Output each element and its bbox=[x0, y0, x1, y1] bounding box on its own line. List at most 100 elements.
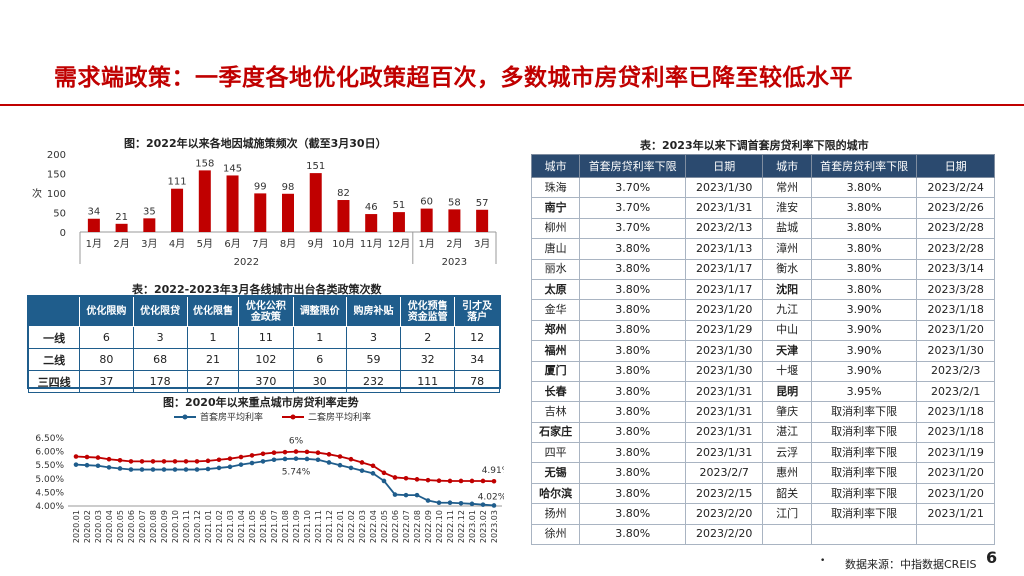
bar-value-label: 151 bbox=[306, 161, 325, 172]
policy-count-cell: 80 bbox=[79, 348, 134, 371]
data-point bbox=[161, 459, 167, 464]
city-cell: 南宁 bbox=[530, 197, 581, 219]
rate-floor-cell: 3.80% bbox=[579, 278, 687, 301]
table-row: 长春 3.80% 2023/1/31 昆明 3.95% 2023/2/1 bbox=[530, 380, 995, 403]
policy-count-cell: 1 bbox=[186, 326, 240, 349]
y-tick-label: 5.00% bbox=[35, 475, 64, 485]
data-point bbox=[315, 457, 321, 463]
y-tick-label: 5.50% bbox=[35, 461, 64, 471]
data-point bbox=[469, 478, 475, 484]
bar bbox=[254, 193, 267, 232]
data-point bbox=[403, 475, 409, 481]
data-point bbox=[271, 450, 277, 455]
x-tick-label: 2020.08 bbox=[149, 510, 158, 543]
policy-count-cell: 111 bbox=[400, 370, 456, 393]
x-tick-label: 2022.08 bbox=[413, 510, 422, 543]
city-cell: 吉林 bbox=[530, 401, 581, 423]
x-tick-label: 4月 bbox=[169, 238, 185, 250]
city-cell: 云浮 bbox=[762, 442, 812, 464]
data-point bbox=[370, 471, 376, 476]
data-point bbox=[337, 454, 343, 459]
policy-count-cell: 27 bbox=[186, 370, 240, 393]
rate-floor-cell: 取消利率下限 bbox=[810, 421, 918, 444]
city-cell: 哈尔滨 bbox=[530, 482, 581, 505]
rate-cut-city-table: 城市 首套房贷利率下限 日期 城市 首套房贷利率下限 日期 珠海 3.70% 2023/1/3… bbox=[530, 154, 995, 546]
x-tick-label: 2020.02 bbox=[83, 510, 92, 543]
date-cell: 2023/1/20 bbox=[916, 462, 995, 484]
city-cell: 福州 bbox=[530, 340, 581, 362]
bar-value-label: 21 bbox=[115, 212, 128, 223]
x-tick-label: 2022.07 bbox=[402, 510, 411, 543]
data-point bbox=[436, 478, 442, 484]
rate-table-header: 城市 bbox=[530, 154, 581, 178]
data-point bbox=[227, 456, 233, 461]
data-point bbox=[172, 459, 178, 464]
data-point bbox=[392, 492, 398, 497]
date-cell: 2023/1/31 bbox=[685, 380, 764, 403]
bar-value-label: 99 bbox=[254, 181, 267, 192]
data-point bbox=[194, 459, 200, 464]
data-point bbox=[326, 460, 332, 465]
rate-floor-cell: 3.80% bbox=[579, 503, 687, 525]
city-cell: 厦门 bbox=[530, 360, 581, 382]
date-cell: 2023/1/17 bbox=[685, 258, 764, 280]
city-cell: 徐州 bbox=[530, 523, 581, 546]
x-tick-label: 2021.04 bbox=[237, 510, 246, 543]
city-cell: 衡水 bbox=[762, 258, 812, 280]
data-point bbox=[304, 456, 310, 462]
city-tier-label: 一线 bbox=[27, 326, 81, 349]
city-cell: 金华 bbox=[530, 299, 581, 321]
rate-floor-cell: 3.80% bbox=[579, 299, 687, 321]
policy-count-cell: 59 bbox=[345, 348, 402, 371]
rate-floor-cell: 3.80% bbox=[579, 482, 687, 505]
policy-count-cell: 37 bbox=[79, 370, 134, 393]
bar bbox=[87, 218, 100, 232]
x-tick-label: 5月 bbox=[197, 238, 213, 250]
rate-floor-cell: 3.90% bbox=[810, 340, 918, 362]
date-cell bbox=[916, 523, 995, 546]
table-row: 三四线 37 178 27 370 30 232 111 78 bbox=[27, 370, 500, 393]
data-point bbox=[293, 456, 299, 461]
policy-count-cell: 68 bbox=[132, 348, 188, 371]
rate-floor-cell: 取消利率下限 bbox=[810, 401, 918, 423]
data-point bbox=[117, 466, 123, 471]
data-point bbox=[216, 465, 222, 471]
policy-count-cell: 6 bbox=[79, 326, 134, 349]
x-tick-label: 2021.06 bbox=[259, 510, 268, 543]
bar-value-label: 158 bbox=[195, 158, 214, 169]
bar bbox=[143, 218, 156, 232]
x-tick-label: 2020.06 bbox=[127, 510, 136, 543]
bar-value-label: 145 bbox=[223, 163, 242, 174]
bar-value-label: 51 bbox=[393, 200, 406, 211]
data-point bbox=[161, 467, 167, 472]
data-point bbox=[282, 456, 288, 462]
x-tick-label: 2021.09 bbox=[292, 510, 301, 543]
data-point bbox=[447, 500, 453, 506]
table-row: 无锡 3.80% 2023/2/7 惠州 取消利率下限 2023/1/20 bbox=[530, 462, 995, 484]
policy-table-header: 优化公积金政策 bbox=[238, 296, 294, 327]
data-point bbox=[216, 457, 222, 463]
table-row: 金华 3.80% 2023/1/20 九江 3.90% 2023/1/18 bbox=[530, 299, 995, 321]
city-cell: 唐山 bbox=[530, 238, 581, 260]
data-point bbox=[282, 449, 288, 455]
x-tick-label: 2023.02 bbox=[479, 510, 488, 543]
bar-value-label: 35 bbox=[143, 206, 156, 217]
policy-count-cell: 178 bbox=[132, 370, 188, 393]
x-tick-label: 2022.11 bbox=[446, 510, 455, 543]
data-point bbox=[348, 465, 354, 471]
bar bbox=[392, 212, 405, 232]
data-point bbox=[150, 467, 156, 472]
x-tick-label: 2021.11 bbox=[314, 510, 323, 543]
rate-floor-cell: 3.80% bbox=[579, 319, 687, 342]
policy-table-title: 表：2022-2023年3月各线城市出台各类政策次数 bbox=[132, 283, 382, 296]
data-point bbox=[392, 475, 398, 480]
policy-count-cell: 3 bbox=[345, 326, 402, 349]
table-row: 四平 3.80% 2023/1/31 云浮 取消利率下限 2023/1/19 bbox=[530, 442, 995, 464]
date-cell: 2023/1/17 bbox=[685, 278, 764, 301]
data-point bbox=[205, 458, 211, 464]
data-point bbox=[381, 470, 387, 476]
x-tick-label: 2022.01 bbox=[336, 510, 345, 543]
x-tick-label: 2021.03 bbox=[226, 510, 235, 543]
annotation-label: 4.02% bbox=[478, 492, 504, 502]
rate-table-header: 日期 bbox=[916, 154, 995, 178]
